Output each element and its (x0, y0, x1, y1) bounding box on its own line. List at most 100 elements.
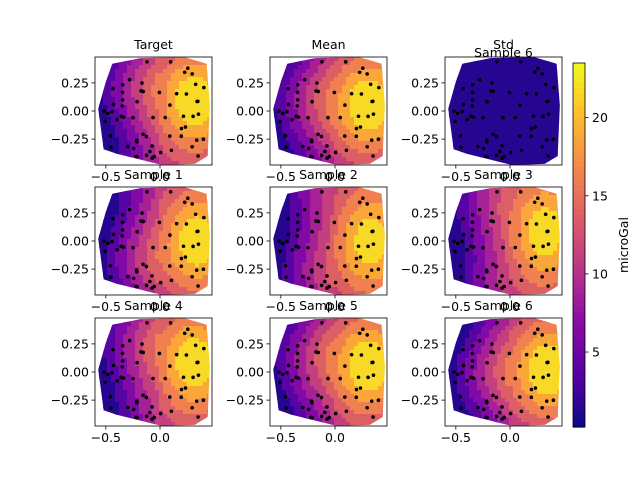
contour-cell (119, 57, 124, 62)
contour-cell (448, 149, 450, 154)
contour-cell (167, 113, 172, 118)
contour-cell (147, 191, 152, 196)
panel-title: Mean (311, 37, 345, 52)
contour-cell (509, 187, 514, 192)
survey-point (354, 264, 359, 268)
contour-cell (334, 89, 339, 94)
contour-cell (139, 243, 144, 248)
contour-cell (545, 121, 550, 126)
contour-cell (98, 105, 100, 110)
contour-cell (314, 73, 319, 78)
contour-cell (326, 149, 331, 154)
contour-cell (485, 279, 490, 284)
contour-cell (278, 93, 283, 98)
contour-cell (167, 85, 172, 90)
contour-cell (509, 247, 514, 252)
contour-cell (195, 93, 200, 98)
contour-cell (286, 219, 291, 224)
y-tick-label: 0.25 (61, 75, 89, 90)
contour-cell (199, 187, 204, 192)
contour-cell (115, 137, 120, 142)
contour-cell (370, 287, 375, 292)
contour-cell (175, 109, 180, 114)
contour-cell (350, 227, 355, 232)
contour-cell (187, 141, 192, 146)
contour-cell (286, 153, 291, 158)
contour-cell (163, 215, 168, 220)
contour-cell (354, 195, 359, 200)
contour-cell (306, 279, 311, 284)
contour-cell (115, 129, 120, 134)
contour-cell (278, 259, 283, 264)
contour-cell (107, 125, 112, 130)
contour-cell (473, 101, 478, 106)
contour-cell (98, 263, 100, 268)
contour-cell (151, 93, 156, 98)
contour-cell (195, 235, 200, 240)
contour-cell (99, 215, 104, 220)
contour-cell (473, 145, 478, 150)
contour-cell (203, 243, 208, 248)
contour-cell (131, 187, 136, 192)
contour-cell (203, 133, 208, 138)
contour-cell (513, 113, 518, 118)
contour-cell (135, 125, 140, 130)
contour-cell (354, 97, 359, 102)
contour-cell (99, 109, 104, 114)
contour-cell (99, 133, 104, 138)
contour-cell (286, 65, 291, 70)
contour-cell (163, 141, 168, 146)
contour-cell (314, 61, 319, 66)
contour-cell (453, 149, 458, 154)
contour-cell (103, 251, 108, 256)
survey-point (127, 77, 132, 82)
contour-cell (167, 191, 172, 196)
contour-cell (465, 57, 470, 62)
contour-cell (143, 109, 148, 114)
contour-cell (115, 121, 120, 126)
contour-cell (171, 113, 176, 118)
survey-point (541, 114, 545, 119)
contour-cell (326, 105, 331, 110)
contour-cell (378, 195, 383, 200)
contour-cell (326, 203, 331, 208)
contour-cell (314, 195, 319, 200)
contour-cell (485, 57, 490, 62)
survey-point (302, 207, 307, 212)
contour-cell (354, 153, 359, 158)
panel-grid: 0.250.00−0.25−0.5 0.0Target0.250.00−0.25−… (51, 37, 563, 445)
contour-cell (545, 61, 550, 66)
contour-cell (497, 223, 502, 228)
contour-cell (207, 101, 210, 106)
contour-cell (298, 235, 303, 240)
survey-point (144, 283, 149, 288)
survey-point (310, 229, 314, 234)
contour-cell (290, 97, 295, 102)
contour-cell (481, 267, 486, 272)
survey-point (195, 99, 199, 104)
contour-cell (195, 117, 200, 122)
contour-cell (310, 255, 315, 260)
contour-cell (175, 57, 180, 62)
contour-cell (505, 105, 510, 110)
survey-point (191, 114, 195, 119)
contour-cell (533, 161, 538, 165)
contour-cell (330, 101, 335, 106)
survey-point (196, 154, 200, 158)
contour-cell (127, 195, 132, 200)
contour-cell (322, 259, 327, 264)
contour-cell (517, 89, 522, 94)
contour-cell (98, 231, 100, 236)
contour-cell (342, 73, 347, 78)
contour-cell (98, 61, 100, 66)
contour-cell (473, 81, 478, 86)
contour-cell (553, 89, 558, 94)
contour-cell (159, 141, 164, 146)
contour-cell (505, 231, 510, 236)
contour-cell (179, 235, 184, 240)
contour-cell (282, 231, 287, 236)
contour-cell (175, 247, 180, 252)
contour-cell (382, 129, 385, 134)
contour-cell (549, 117, 554, 122)
contour-cell (143, 219, 148, 224)
